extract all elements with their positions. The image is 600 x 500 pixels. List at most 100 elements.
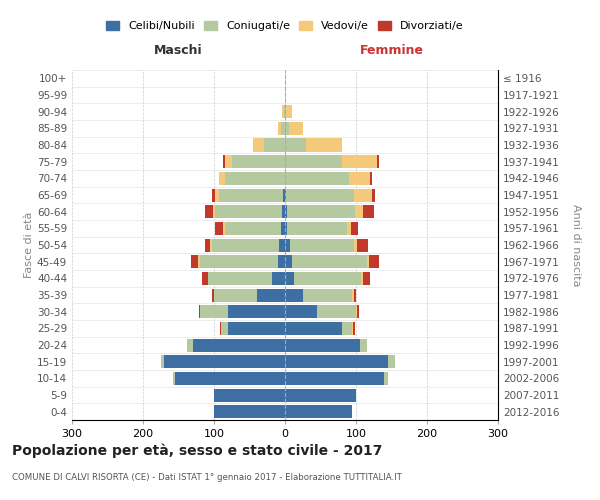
Bar [285, 88, 286, 102]
Bar [278, 255, 285, 268]
Bar [290, 238, 354, 252]
Bar [388, 355, 395, 368]
Bar [278, 122, 281, 135]
Bar [285, 355, 388, 368]
Bar [363, 272, 370, 285]
Bar [212, 288, 214, 302]
Bar [285, 405, 352, 418]
Bar [211, 238, 212, 252]
Bar [285, 372, 385, 385]
Bar [285, 105, 286, 118]
Bar [307, 138, 342, 151]
Bar [264, 138, 285, 151]
Bar [361, 272, 363, 285]
Text: Femmine: Femmine [359, 44, 424, 57]
Bar [224, 222, 281, 235]
Bar [367, 255, 369, 268]
Bar [285, 238, 290, 252]
Bar [287, 222, 347, 235]
Bar [257, 288, 285, 302]
Y-axis label: Fasce di età: Fasce di età [24, 212, 34, 278]
Bar [286, 105, 292, 118]
Bar [285, 172, 349, 185]
Bar [285, 188, 286, 202]
Bar [285, 305, 317, 318]
Bar [352, 322, 353, 335]
Text: Maschi: Maschi [154, 44, 203, 57]
Bar [199, 305, 200, 318]
Bar [285, 322, 342, 335]
Bar [353, 322, 355, 335]
Bar [193, 338, 285, 351]
Bar [228, 322, 285, 335]
Bar [317, 305, 356, 318]
Bar [281, 122, 285, 135]
Bar [370, 172, 373, 185]
Bar [202, 272, 208, 285]
Bar [208, 272, 272, 285]
Bar [377, 155, 379, 168]
Bar [352, 288, 354, 302]
Text: Popolazione per età, sesso e stato civile - 2017: Popolazione per età, sesso e stato civil… [12, 444, 382, 458]
Bar [272, 272, 285, 285]
Bar [285, 122, 289, 135]
Bar [293, 272, 361, 285]
Bar [354, 238, 358, 252]
Bar [369, 255, 379, 268]
Bar [286, 188, 354, 202]
Legend: Celibi/Nubili, Coniugati/e, Vedovi/e, Divorziati/e: Celibi/Nubili, Coniugati/e, Vedovi/e, Di… [102, 16, 468, 36]
Bar [212, 188, 215, 202]
Bar [187, 338, 193, 351]
Bar [212, 238, 280, 252]
Bar [285, 222, 287, 235]
Bar [164, 355, 285, 368]
Bar [289, 122, 303, 135]
Bar [285, 155, 342, 168]
Bar [199, 255, 200, 268]
Bar [282, 205, 285, 218]
Bar [363, 205, 374, 218]
Bar [285, 338, 359, 351]
Bar [219, 172, 224, 185]
Bar [347, 222, 351, 235]
Bar [385, 372, 388, 385]
Bar [354, 288, 356, 302]
Bar [285, 288, 303, 302]
Bar [214, 388, 285, 402]
Bar [253, 138, 264, 151]
Bar [285, 272, 293, 285]
Bar [281, 222, 285, 235]
Bar [220, 322, 221, 335]
Bar [342, 155, 377, 168]
Bar [205, 205, 212, 218]
Bar [228, 305, 285, 318]
Bar [282, 105, 284, 118]
Bar [223, 155, 224, 168]
Bar [173, 372, 175, 385]
Bar [214, 288, 257, 302]
Bar [356, 305, 357, 318]
Bar [175, 372, 285, 385]
Bar [357, 305, 359, 318]
Bar [285, 388, 356, 402]
Bar [215, 188, 219, 202]
Y-axis label: Anni di nascita: Anni di nascita [571, 204, 581, 286]
Bar [284, 105, 285, 118]
Bar [371, 188, 375, 202]
Bar [215, 205, 282, 218]
Bar [221, 322, 228, 335]
Bar [342, 322, 352, 335]
Bar [354, 188, 371, 202]
Bar [285, 255, 292, 268]
Bar [219, 188, 283, 202]
Bar [224, 155, 232, 168]
Bar [191, 255, 199, 268]
Bar [232, 155, 285, 168]
Bar [200, 305, 228, 318]
Bar [351, 222, 358, 235]
Bar [223, 222, 224, 235]
Bar [200, 255, 278, 268]
Bar [224, 172, 285, 185]
Bar [355, 205, 363, 218]
Bar [215, 222, 223, 235]
